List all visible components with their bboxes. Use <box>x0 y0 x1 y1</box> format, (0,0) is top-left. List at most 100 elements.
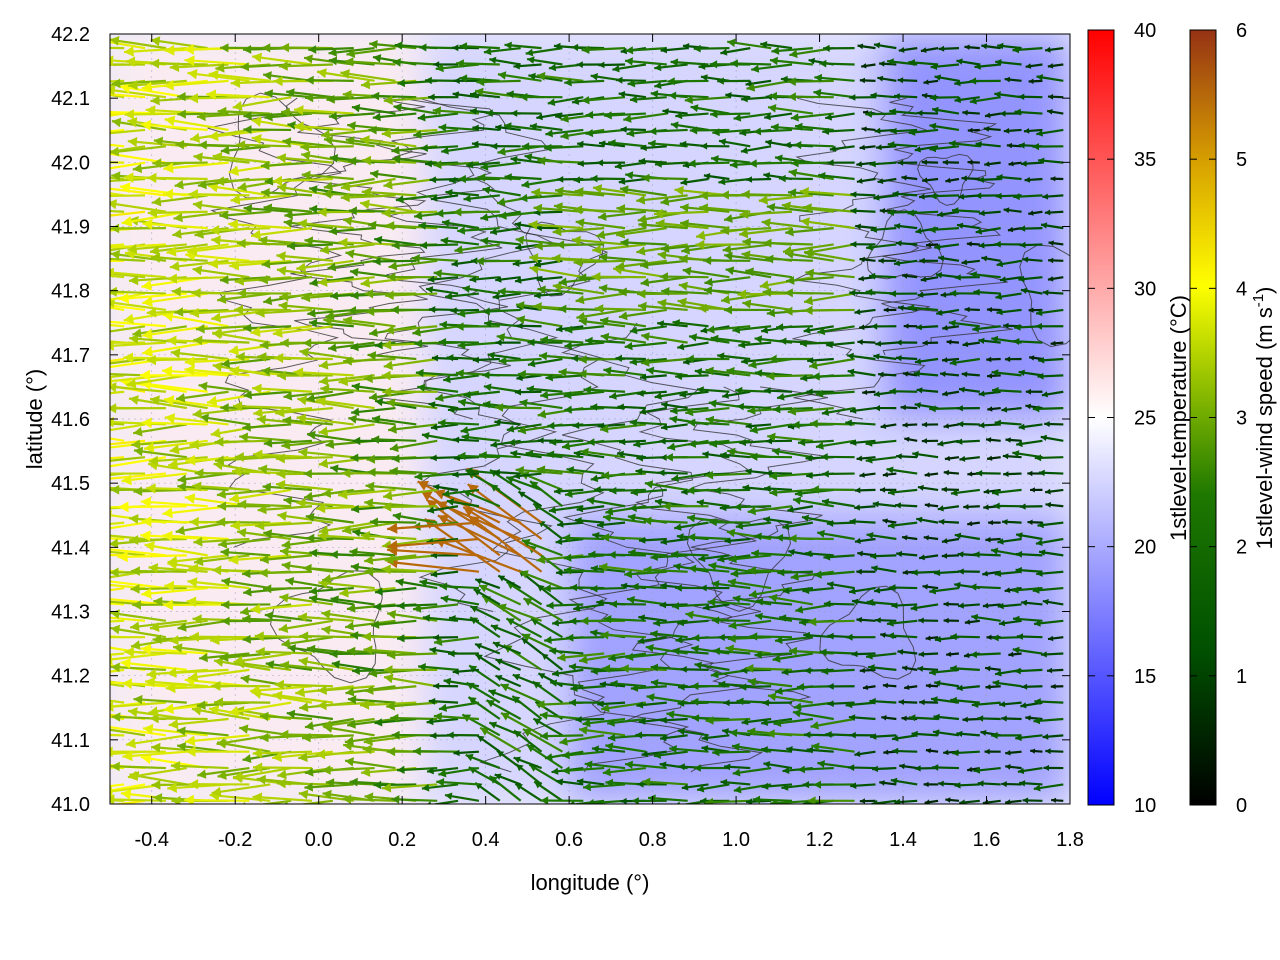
wind-vector <box>468 664 501 688</box>
wind-vector <box>478 584 522 606</box>
wind-vector <box>970 651 1001 659</box>
wind-vector-head <box>260 554 269 564</box>
wind-vector-head <box>733 785 742 794</box>
wind-vector-head <box>237 528 247 538</box>
wind-vector-shaft <box>386 701 438 708</box>
wind-vector-head <box>129 535 139 545</box>
wind-vector-head <box>971 613 979 621</box>
wind-vector-head <box>490 624 499 632</box>
wind-vector <box>862 684 876 690</box>
wind-vector-shaft <box>321 766 375 772</box>
wind-vector-head <box>322 720 332 730</box>
wind-vector-head <box>130 621 140 632</box>
wind-vector-head <box>141 588 152 599</box>
wind-vector-head <box>521 538 531 547</box>
wind-vector-shaft <box>430 799 459 804</box>
wind-vector-shaft <box>363 734 417 744</box>
wind-vector-head <box>943 601 949 607</box>
wind-vector-head <box>540 731 548 741</box>
wind-vector-head <box>176 726 186 736</box>
wind-vector-head <box>680 666 687 673</box>
wind-vector <box>747 677 793 688</box>
wind-vector-head <box>54 456 64 467</box>
wind-vector <box>1015 550 1043 558</box>
wind-vector <box>164 580 229 592</box>
wind-vector-head <box>552 619 559 627</box>
wind-vector-head <box>436 501 448 512</box>
wind-vector <box>391 795 438 804</box>
wind-vector <box>98 721 167 737</box>
wind-vector <box>111 799 146 804</box>
wind-vector-shaft <box>276 782 333 786</box>
wind-vector-head <box>703 604 710 611</box>
wind-vector <box>1040 651 1064 658</box>
wind-vector-head <box>932 764 939 771</box>
wind-vector-head <box>806 746 814 754</box>
wind-vector-head <box>110 654 113 665</box>
wind-vector <box>283 799 334 804</box>
wind-vector-shaft <box>110 602 125 606</box>
wind-vector <box>386 650 438 660</box>
wind-vector-head <box>98 721 109 732</box>
wind-vector <box>992 679 1022 688</box>
wind-vector-head <box>904 684 910 690</box>
wind-vector-head <box>569 617 577 625</box>
wind-vector <box>813 570 855 579</box>
wind-vector-head <box>522 633 531 642</box>
wind-vector-head <box>124 646 134 658</box>
wind-vector-shaft <box>110 652 167 661</box>
wind-vector-head <box>122 678 132 689</box>
wind-vector <box>279 593 334 606</box>
wind-vector-head <box>712 748 720 757</box>
wind-vector <box>850 782 876 789</box>
wind-vector <box>910 603 939 612</box>
wind-vector-head <box>162 530 173 542</box>
wind-vector-shaft <box>110 733 125 737</box>
wind-vector-head <box>196 700 206 710</box>
wind-vector-head <box>793 702 802 711</box>
wind-vector <box>176 726 229 737</box>
wind-vector <box>532 717 563 737</box>
wind-vector-head <box>1034 698 1041 706</box>
contour-loop <box>917 153 974 206</box>
wind-vector <box>540 731 584 741</box>
wind-vector-head <box>533 718 542 726</box>
wind-vector <box>573 603 605 612</box>
wind-vector-head <box>475 654 483 661</box>
wind-vector-head <box>549 647 557 655</box>
wind-vector <box>871 799 897 804</box>
wind-vector-head <box>89 675 99 685</box>
wind-vector <box>962 716 980 723</box>
wind-vector <box>490 624 522 639</box>
wind-vector-head <box>653 619 661 627</box>
wind-vector-head <box>439 703 447 712</box>
wind-vector <box>561 750 605 760</box>
wind-vector <box>728 619 772 630</box>
wind-vector <box>242 614 292 624</box>
wind-vector-head <box>501 712 511 721</box>
wind-vector <box>371 619 417 629</box>
wind-vector-head <box>677 728 685 736</box>
wind-vector-head <box>551 767 559 775</box>
wind-vector-head <box>304 782 313 792</box>
wind-vector <box>609 600 646 608</box>
wind-vector-shaft <box>252 795 313 802</box>
wind-vector-shaft <box>383 675 438 688</box>
wind-vector-head <box>659 601 666 609</box>
wind-vector-shaft <box>140 647 208 655</box>
wind-vector-head <box>1017 767 1025 775</box>
wind-vector-head <box>964 619 971 625</box>
wind-vector-head <box>933 729 940 736</box>
wind-vector-head <box>276 778 286 789</box>
wind-vector-head <box>608 654 616 662</box>
wind-vector <box>329 550 375 559</box>
wind-vector-head <box>309 548 318 558</box>
wind-vector <box>110 636 146 639</box>
wind-vector <box>770 798 813 804</box>
wind-vector-head <box>62 333 72 343</box>
wind-vector <box>848 714 876 721</box>
wind-vector-head <box>857 550 863 557</box>
wind-vector-head <box>762 699 769 707</box>
wind-vector-shaft <box>281 537 334 547</box>
wind-vector-head <box>148 563 159 574</box>
